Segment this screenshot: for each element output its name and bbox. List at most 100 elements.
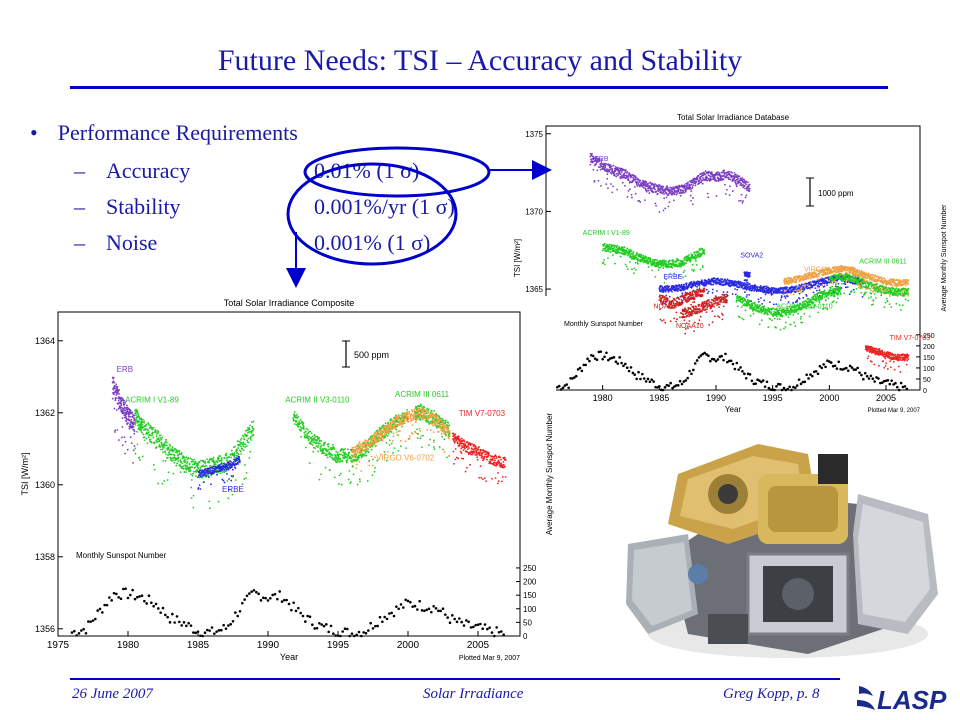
series-point — [652, 191, 655, 194]
series-point — [663, 281, 666, 284]
series-point — [823, 291, 826, 294]
series-point — [613, 246, 616, 249]
series-point — [665, 262, 668, 265]
sunspot-point — [788, 385, 791, 389]
series-point — [748, 293, 751, 296]
series-point — [831, 290, 834, 293]
series-point — [695, 263, 698, 266]
series-point — [815, 300, 818, 302]
series-point — [737, 177, 739, 180]
series-point — [687, 313, 690, 316]
series-point — [883, 277, 886, 280]
sunspot-point — [731, 362, 735, 366]
series-point — [784, 283, 787, 285]
sunspot-point — [688, 369, 691, 373]
series-point — [745, 288, 748, 291]
series-point — [689, 181, 692, 184]
series-point — [742, 200, 744, 202]
series-point — [717, 303, 720, 306]
series-point — [689, 292, 692, 295]
series-point — [679, 316, 681, 319]
series-point — [700, 310, 703, 313]
series-point — [711, 291, 714, 294]
series-point — [822, 277, 824, 280]
series-point — [695, 260, 697, 262]
series-point — [624, 253, 627, 256]
series-point — [796, 299, 799, 302]
series-point — [666, 298, 669, 301]
series-point — [826, 308, 829, 311]
series-point — [740, 182, 743, 185]
sunspot-point — [697, 356, 701, 359]
series-point — [775, 315, 778, 318]
series-point — [735, 185, 738, 188]
series-point — [614, 170, 617, 173]
series-point — [662, 291, 665, 294]
series-point — [655, 190, 658, 193]
sunspot-point — [675, 384, 678, 387]
series-point — [701, 247, 704, 250]
y-tick-label: 1365 — [525, 285, 543, 294]
series-point — [781, 288, 783, 291]
series-point — [887, 289, 890, 292]
series-point — [704, 308, 707, 311]
series-point — [872, 290, 875, 293]
series-point — [745, 301, 748, 304]
series-point — [668, 201, 671, 203]
series-point — [763, 308, 766, 310]
series-point — [627, 189, 630, 192]
series-point — [718, 306, 720, 309]
series-point — [609, 169, 611, 171]
series-point — [687, 307, 690, 309]
series-point — [873, 283, 876, 286]
series-point — [661, 187, 664, 189]
series-point — [758, 310, 761, 313]
series-point — [836, 266, 838, 269]
series-point — [789, 292, 792, 295]
series-point — [807, 298, 810, 300]
series-point — [835, 281, 838, 284]
series-point — [801, 306, 804, 309]
series-point — [634, 261, 637, 264]
sunspot-point — [644, 380, 648, 383]
series-point — [604, 263, 606, 266]
series-point — [624, 171, 627, 174]
series-point — [639, 260, 642, 263]
series-point — [607, 187, 609, 190]
series-point — [859, 285, 862, 288]
series-point — [890, 283, 893, 286]
series-point — [723, 169, 726, 172]
series-point — [784, 321, 787, 324]
series-point — [672, 300, 675, 303]
series-point — [703, 290, 705, 293]
series-point — [748, 282, 751, 285]
series-point — [660, 260, 663, 262]
series-point — [728, 170, 730, 173]
series-point — [731, 171, 733, 174]
series-point — [685, 322, 688, 325]
series-point — [658, 184, 661, 187]
series-point — [670, 285, 673, 287]
series-point — [701, 301, 704, 304]
sunspot-point — [582, 363, 586, 367]
series-point — [749, 271, 751, 274]
sunspot-point — [637, 370, 640, 374]
series-point — [633, 267, 636, 270]
series-point — [725, 295, 728, 298]
series-point — [726, 278, 729, 281]
series-point — [611, 191, 614, 194]
series-point — [695, 295, 698, 298]
series-point — [873, 285, 876, 288]
series-point — [789, 313, 792, 316]
sunspot-point — [680, 382, 684, 386]
series-point — [642, 254, 645, 257]
series-point — [690, 183, 693, 186]
series-point — [731, 293, 734, 295]
series-point — [659, 308, 661, 311]
series-point — [671, 266, 674, 269]
series-point — [780, 296, 783, 299]
series-point — [845, 271, 848, 274]
series-point — [617, 174, 619, 177]
series-point — [736, 288, 739, 291]
series-point — [778, 289, 781, 292]
